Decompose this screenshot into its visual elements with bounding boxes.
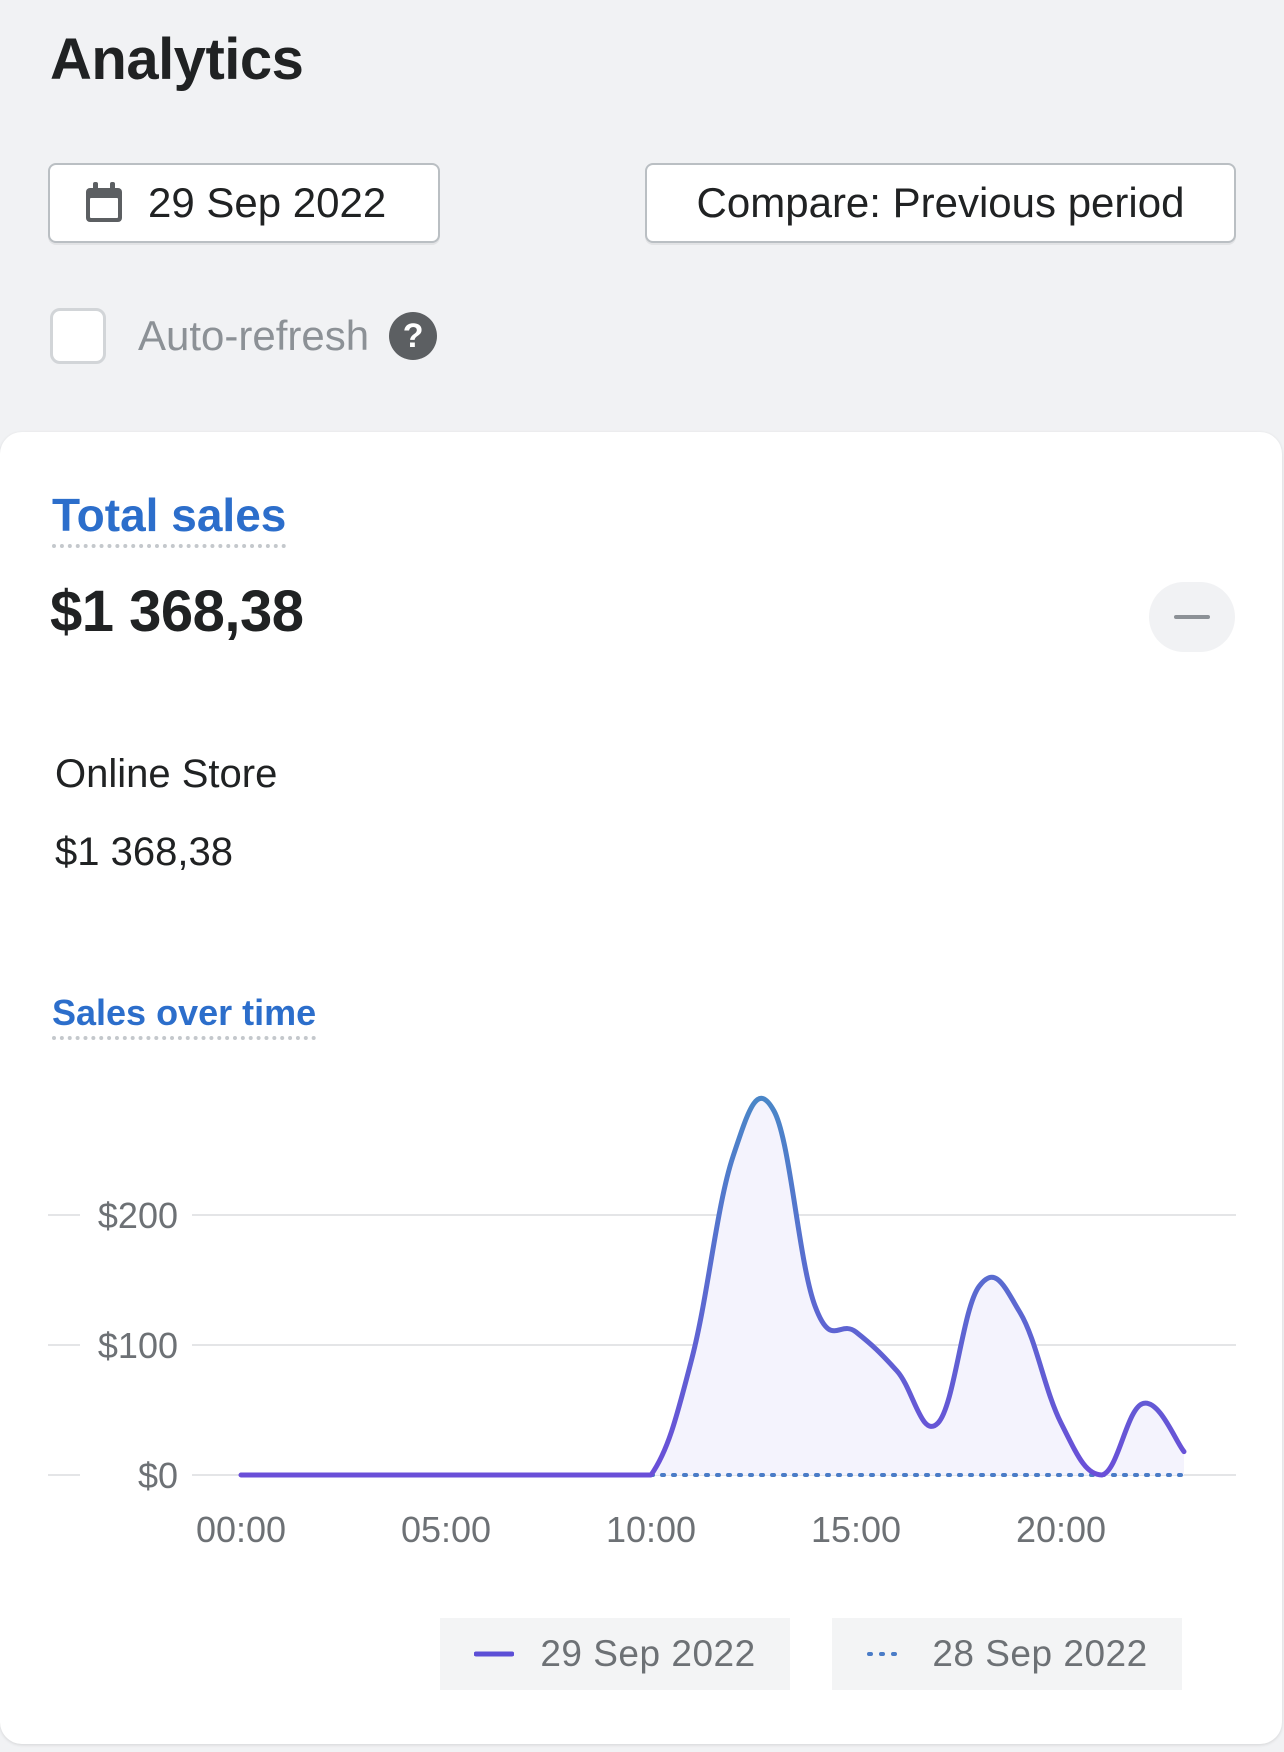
y-tick-label: $100 [98,1325,178,1366]
page-title: Analytics [50,27,304,92]
minus-icon [1174,615,1210,619]
total-sales-card: Total sales $1 368,38 Online Store $1 36… [0,432,1282,1744]
x-tick-label: 15:00 [811,1509,901,1550]
compare-button[interactable]: Compare: Previous period [645,163,1236,243]
x-tick-label: 20:00 [1016,1509,1106,1550]
sales-over-time-chart: $200 $100 $0 00:00 05:00 10:00 15:00 20:00 [48,1095,1236,1550]
x-tick-label: 10:00 [606,1509,696,1550]
y-tick-label-bg [80,1453,192,1497]
date-picker-button[interactable]: 29 Sep 2022 [48,163,440,243]
question-circle-icon[interactable]: ? [389,312,438,360]
sales-over-time-title[interactable]: Sales over time [52,992,317,1040]
compare-label: Compare: Previous period [696,179,1185,226]
total-sales-value: $1 368,38 [50,579,304,644]
auto-refresh-checkbox[interactable] [50,308,106,364]
legend-solid-swatch [474,1651,515,1657]
x-tick-label: 00:00 [196,1509,286,1550]
y-tick-label-bg [80,1193,192,1237]
series-current-area [241,1098,1184,1475]
channel-value: $1 368,38 [55,830,233,874]
legend-item-current[interactable]: 29 Sep 2022 [440,1618,790,1690]
legend-item-previous[interactable]: 28 Sep 2022 [832,1618,1182,1690]
auto-refresh-label: Auto-refresh [138,312,370,359]
total-sales-title[interactable]: Total sales [52,488,287,548]
auto-refresh-row: Auto-refresh ? [50,308,438,364]
y-tick-label: $200 [98,1195,178,1236]
channel-name: Online Store [55,752,278,796]
collapse-button[interactable] [1149,582,1235,652]
calendar-icon [86,182,122,222]
x-tick-label: 05:00 [401,1509,491,1550]
legend-label-current: 29 Sep 2022 [540,1633,756,1674]
y-tick-label: $0 [138,1455,178,1496]
legend-label-previous: 28 Sep 2022 [932,1633,1148,1674]
date-picker-label: 29 Sep 2022 [148,179,387,226]
series-current-line [238,1095,1187,1478]
y-tick-label-bg [80,1323,192,1367]
legend-dotted-swatch [867,1652,907,1656]
